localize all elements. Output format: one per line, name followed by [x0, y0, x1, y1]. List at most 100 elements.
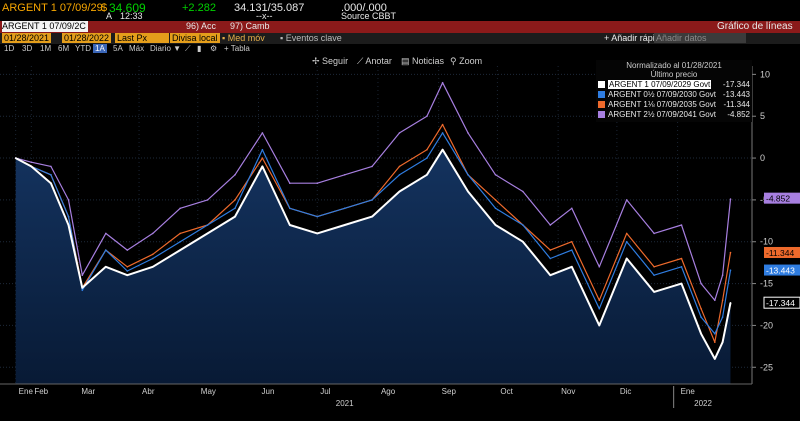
x-tick-label: Jun — [262, 387, 275, 396]
frequency-dropdown[interactable]: Diario ▼ — [150, 44, 182, 53]
data-point — [105, 266, 107, 268]
data-point — [179, 240, 181, 243]
settings-icon[interactable]: ⚙ — [210, 44, 218, 53]
key-events-toggle[interactable]: ▪ Eventos clave — [280, 33, 342, 43]
quote-time: 12:33 — [120, 11, 143, 21]
add-quick-button[interactable]: + Añadir rápid — [604, 33, 660, 43]
data-point — [126, 249, 129, 251]
zoom-button[interactable]: ⚲ Zoom — [450, 56, 483, 66]
quote-bar: ARGENT 1 07/09/29 $ 34.609 +2.282 34.131… — [0, 0, 800, 21]
data-point — [316, 182, 319, 184]
line-style-icon[interactable]: ⟋ — [185, 44, 191, 53]
series-line — [15, 82, 732, 301]
key-events-label: Eventos clave — [285, 33, 342, 43]
data-point — [494, 207, 497, 210]
data-point — [426, 115, 428, 117]
data-point — [371, 215, 373, 218]
data-point — [653, 291, 655, 293]
period-bar: 1D 3D 1M 6M YTD 1A 5A Máx Diario ▼ ⟋ ▮ ⚙… — [0, 44, 800, 54]
last-value-label: -11.344 — [766, 248, 794, 258]
y-tick-label: 5 — [760, 111, 765, 121]
x-tick-label: Feb — [34, 387, 48, 396]
data-point — [714, 358, 716, 360]
table-label: Tabla — [230, 44, 250, 53]
menu-acc[interactable]: 96) Acc — [186, 21, 217, 31]
date-from-field[interactable]: 01/28/2021 — [2, 33, 52, 43]
data-point — [14, 157, 17, 159]
data-point — [441, 148, 444, 151]
y-tick-label: 0 — [760, 153, 765, 163]
last-value-tag — [764, 264, 800, 276]
data-point — [549, 257, 552, 260]
legend-entry-value: -4.852 — [727, 110, 750, 119]
data-point — [81, 274, 84, 276]
news-label: Noticias — [412, 56, 445, 66]
date-to-field[interactable]: 01/28/2022 — [62, 33, 112, 43]
data-point — [721, 341, 724, 344]
data-point — [700, 282, 702, 285]
period-6m[interactable]: 6M — [58, 44, 70, 53]
data-point — [105, 232, 107, 235]
last-value-label: -13.443 — [766, 266, 795, 276]
menu-camb[interactable]: 97) Camb — [230, 21, 270, 31]
follow-label: Seguir — [322, 56, 349, 66]
ticker[interactable]: ARGENT 1 07/09/29 — [2, 2, 103, 14]
bid-ask: 34.131/35.087 — [234, 2, 305, 14]
moving-avg-label: Med móv — [227, 33, 265, 43]
x-tick-label: May — [201, 387, 216, 396]
field-selector[interactable]: Last Px — [115, 33, 169, 43]
data-point — [625, 240, 628, 243]
y-tick-label: -20 — [760, 320, 773, 330]
data-point — [234, 174, 236, 176]
swatch-blue — [598, 91, 605, 99]
data-point — [721, 299, 724, 302]
data-point — [680, 224, 683, 226]
data-point — [30, 161, 33, 163]
data-point — [179, 207, 181, 210]
legend-entry[interactable]: ARGENT 0½ 07/09/2030 Govt -13.443 — [596, 90, 752, 100]
x-tick-label: Mar — [81, 387, 95, 396]
period-1d[interactable]: 1D — [4, 44, 15, 53]
legend: Normalizado al 01/28/2021 Último precio … — [596, 60, 752, 122]
data-point — [721, 274, 724, 276]
data-point — [179, 249, 181, 251]
security-input[interactable]: ARGENT 1 07/09/2C — [2, 21, 88, 32]
moving-avg-toggle[interactable]: ▪ Med móv — [222, 33, 265, 43]
legend-entry-value: -17.344 — [722, 80, 750, 89]
currency-selector[interactable]: Divisa local — [170, 33, 220, 43]
legend-entry[interactable]: ARGENT 2½ 07/09/2041 Govt -4.852 — [596, 110, 752, 120]
period-ytd[interactable]: YTD — [75, 44, 91, 53]
data-point — [700, 316, 702, 318]
data-point — [289, 207, 291, 210]
price-change: +2.282 — [182, 2, 216, 14]
data-point — [494, 224, 497, 226]
follow-button[interactable]: ✢ Seguir — [312, 56, 349, 66]
data-point — [467, 190, 469, 193]
legend-entry[interactable]: ARGENT 1⅛ 07/09/2035 Govt -11.344 — [596, 100, 752, 110]
bar-style-icon[interactable]: ▮ — [197, 44, 202, 53]
data-point — [126, 270, 129, 272]
data-point — [729, 251, 732, 254]
data-point — [343, 224, 346, 226]
data-point — [67, 224, 70, 226]
period-5a[interactable]: 5A — [113, 44, 123, 53]
legend-entry-name: ARGENT 2½ 07/09/2041 Govt — [608, 110, 716, 119]
legend-entry[interactable]: ARGENT 1 07/09/2029 Govt -17.344 — [596, 80, 752, 90]
table-button[interactable]: + Tabla — [224, 44, 250, 53]
data-point — [441, 81, 444, 84]
last-value-label: -4.852 — [766, 194, 790, 204]
data-point — [426, 174, 428, 176]
annotate-button[interactable]: ⟋ Anotar — [357, 56, 392, 66]
data-point — [152, 257, 154, 260]
area-fill — [15, 149, 731, 384]
period-1a[interactable]: 1A — [93, 44, 107, 53]
add-data-input[interactable]: Añadir datos — [654, 33, 746, 43]
period-3d[interactable]: 3D — [22, 44, 33, 53]
period-max[interactable]: Máx — [129, 44, 145, 53]
data-point — [549, 274, 552, 276]
news-button[interactable]: ▤ Noticias — [401, 56, 445, 66]
period-1m[interactable]: 1M — [40, 44, 52, 53]
data-point — [494, 174, 497, 176]
data-point — [343, 174, 346, 176]
data-point — [680, 266, 683, 268]
